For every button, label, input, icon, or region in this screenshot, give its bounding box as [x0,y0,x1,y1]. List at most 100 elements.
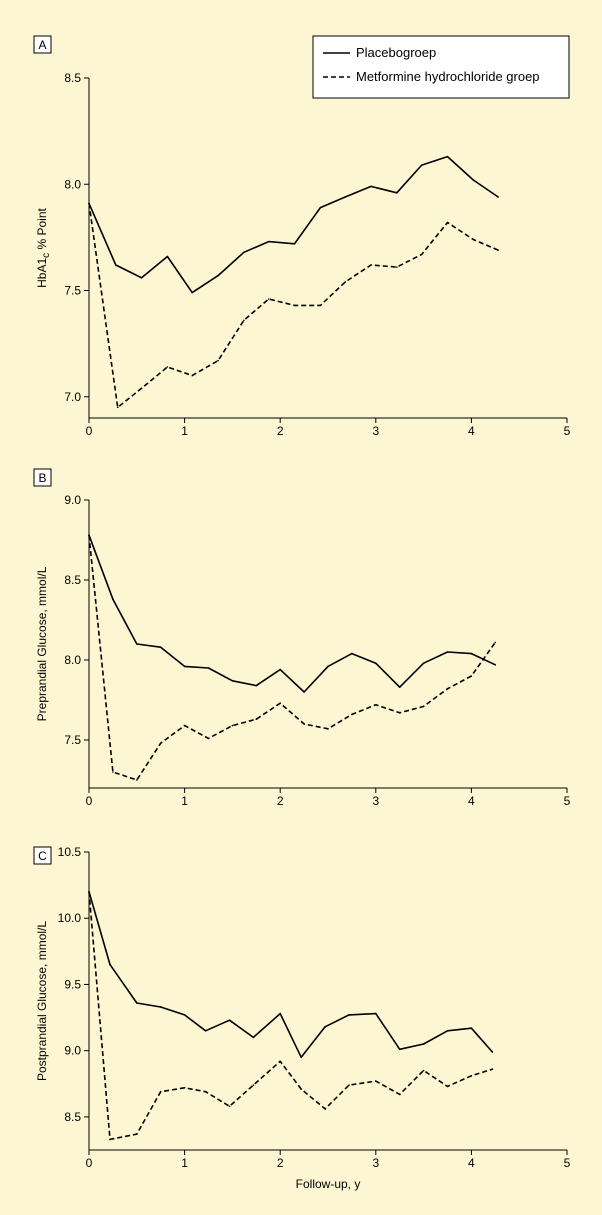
series-line-metformine [88,535,496,781]
data-point-metformine [204,1090,207,1093]
x-tick-label: 3 [372,1156,379,1170]
x-tick-label: 5 [564,1156,571,1170]
data-point-metformine [497,249,499,251]
data-point-metformine [370,264,372,266]
data-point-metformine [116,406,119,409]
data-point-metformine [398,1093,401,1096]
panel-letter: B [38,471,46,485]
data-point-placebo [422,1043,425,1045]
x-tick-label: 5 [564,794,571,808]
x-tick-label: 1 [181,1156,188,1170]
data-point-placebo [351,652,353,655]
x-tick-label: 2 [277,794,284,808]
panel-letter-box [33,846,52,865]
data-point-metformine [183,1086,186,1089]
x-tick-label: 0 [86,1156,93,1170]
y-tick-label: 8.0 [64,177,81,191]
data-point-placebo [470,1027,473,1029]
data-point-metformine [231,724,234,727]
data-point-placebo [398,1048,401,1051]
data-point-metformine [327,728,329,730]
data-point-placebo [370,185,372,188]
data-point-placebo [159,1006,162,1008]
x-tick-label: 3 [372,424,379,438]
data-point-placebo [303,691,305,693]
data-point-metformine [207,737,210,740]
data-point-metformine [319,304,322,307]
data-point-placebo [375,1012,377,1015]
data-point-metformine [348,1084,350,1086]
data-point-placebo [136,1002,138,1004]
data-point-placebo [279,1012,282,1015]
data-point-placebo [109,963,111,966]
y-tick-label: 9.0 [64,1044,81,1058]
y-axis-title: Preprandial Glucose, mmol/L [35,566,49,721]
data-point-placebo [300,1056,303,1059]
data-point-metformine [420,253,423,256]
data-point-placebo [183,1014,186,1016]
legend: Placebogroep Metformine hydrochloride gro… [312,35,570,99]
panel-letter: C [38,849,47,863]
data-point-metformine [159,1090,162,1093]
x-tick-label: 0 [86,424,93,438]
data-point-placebo [446,1030,449,1032]
data-point-metformine [470,675,473,677]
data-point-placebo [398,686,401,688]
data-point-metformine [398,712,401,714]
data-point-metformine [446,221,449,224]
data-point-placebo [293,242,296,245]
data-point-metformine [446,688,449,690]
data-point-placebo [319,206,322,209]
panel-b: B 7.5 8.0 8.5 9.0 0 1 2 3 4 5 Preprandial Glucose, … [33,468,571,808]
data-point-metformine [191,374,194,377]
data-point-placebo [231,680,234,682]
data-point-metformine [396,266,398,268]
panel-letter: A [38,38,46,52]
data-point-placebo [140,276,143,279]
data-point-metformine [470,1075,473,1077]
panel-letter-box [33,35,52,54]
legend-label: Metformine hydrochloride groep [356,69,540,84]
data-point-metformine [375,1080,377,1082]
data-point-metformine [351,713,353,716]
y-axis-title: Postprandial Glucose, mmol/L [35,921,49,1081]
data-point-placebo [228,1019,231,1022]
data-point-placebo [324,1026,326,1028]
series-line-placebo [88,534,496,693]
series-line-metformine [88,203,499,409]
y-tick-label: 7.5 [64,733,81,747]
data-point-placebo [204,1030,207,1032]
data-point-metformine [88,202,90,205]
series-line-placebo [88,155,499,294]
x-tick-label: 3 [372,794,379,808]
data-point-placebo [243,251,245,254]
data-point-placebo [446,651,449,653]
data-point-placebo [191,291,194,294]
legend-box [312,35,570,99]
data-point-metformine [324,1108,326,1110]
data-point-metformine [159,742,162,744]
data-point-placebo [136,643,138,645]
x-axis-title: Follow-up, y [296,1177,361,1191]
data-point-placebo [396,191,398,194]
panel-a: A 7.0 7.5 8.0 8.5 0 1 2 3 4 5 HbA1c % Point Placebog… [33,35,571,438]
panel-c: C 8.5 9.0 9.5 10.0 10.5 0 1 2 3 4 5 Postprandial Glu… [33,845,571,1191]
data-point-placebo [159,646,162,648]
data-point-placebo [252,1036,255,1039]
data-point-placebo [420,164,423,166]
x-tick-label: 4 [468,424,475,438]
data-point-metformine [136,779,138,781]
data-point-placebo [375,662,377,664]
data-point-metformine [88,890,90,893]
data-point-metformine [422,1069,425,1072]
data-point-placebo [114,264,117,266]
y-tick-label: 8.5 [64,573,81,587]
y-tick-label: 10.5 [58,845,82,859]
y-tick-label: 8.0 [64,653,81,667]
data-point-metformine [243,319,245,322]
data-point-metformine [183,724,186,727]
data-point-metformine [472,238,475,241]
data-point-placebo [327,665,329,668]
x-tick-label: 4 [468,1156,475,1170]
